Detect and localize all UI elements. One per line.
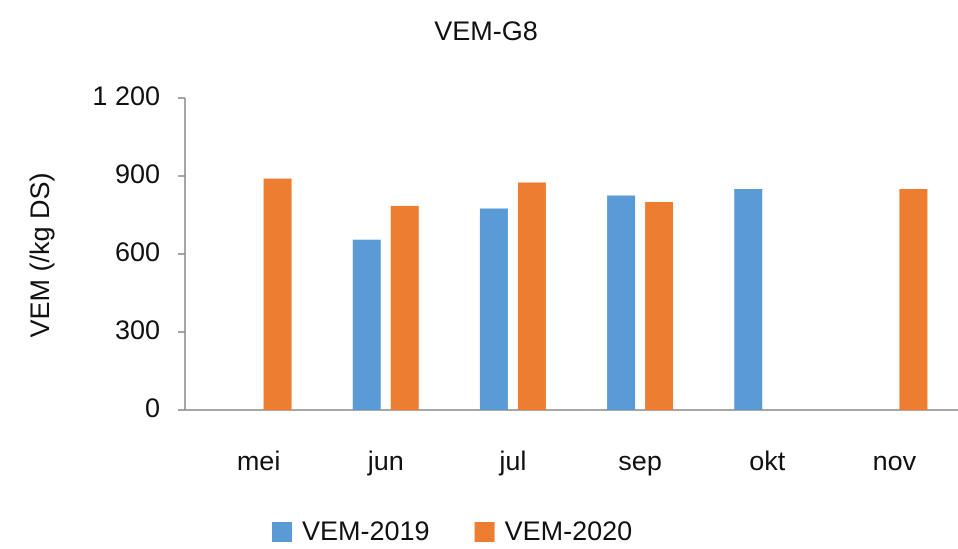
y-tick-label: 0 — [145, 393, 160, 423]
x-tick-label: nov — [873, 446, 917, 476]
x-tick-label: jul — [498, 446, 526, 476]
legend-swatch — [474, 522, 495, 542]
bar — [390, 205, 419, 410]
bar — [645, 202, 674, 410]
x-tick-label: mei — [237, 446, 281, 476]
legend-swatch — [272, 522, 292, 542]
y-tick-label: 900 — [115, 159, 160, 189]
y-axis-label: VEM (/kg DS) — [25, 172, 55, 337]
bar — [607, 195, 636, 410]
bar — [899, 189, 928, 410]
legend-label: VEM-2020 — [505, 516, 633, 546]
bar — [263, 178, 292, 410]
bar — [734, 189, 763, 410]
x-tick-label: jun — [367, 446, 404, 476]
y-tick-label: 600 — [115, 237, 160, 267]
legend-label: VEM-2019 — [302, 516, 430, 546]
bar — [479, 208, 508, 410]
x-tick-label: okt — [749, 446, 786, 476]
y-tick-label: 1 200 — [92, 81, 160, 111]
chart-title: VEM-G8 — [434, 16, 538, 46]
y-tick-label: 300 — [115, 315, 160, 345]
bar — [517, 182, 546, 410]
x-tick-label: sep — [618, 446, 662, 476]
bar — [352, 239, 381, 410]
